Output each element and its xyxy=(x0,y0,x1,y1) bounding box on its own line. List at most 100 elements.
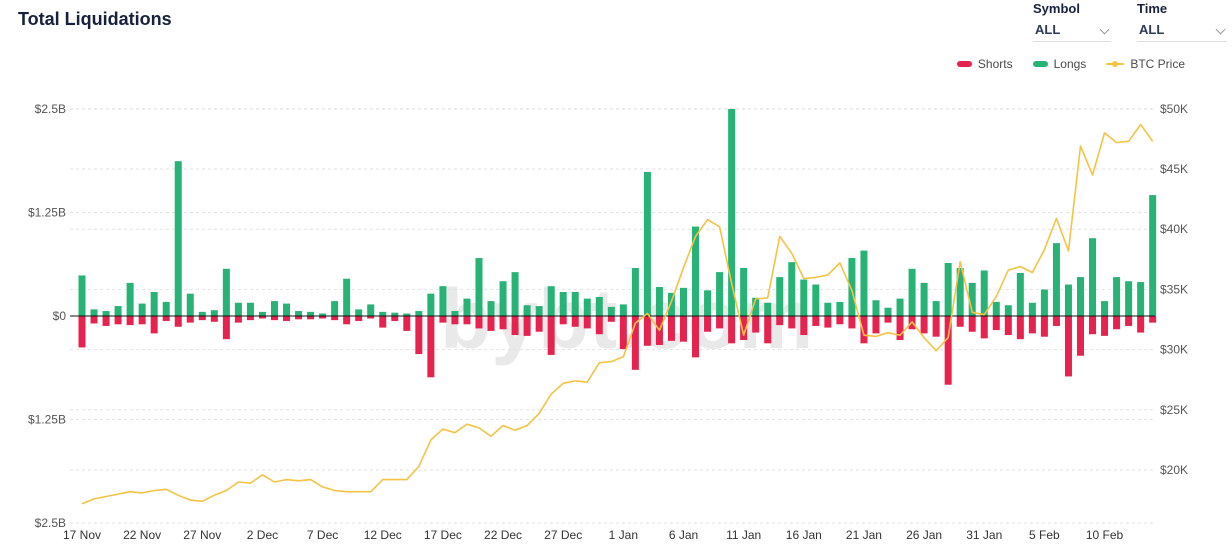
bar-long[interactable] xyxy=(1113,277,1121,316)
bar-long[interactable] xyxy=(800,279,808,316)
bar-long[interactable] xyxy=(920,282,928,316)
bar-long[interactable] xyxy=(270,301,278,316)
bar-short[interactable] xyxy=(463,316,471,325)
bar-long[interactable] xyxy=(1052,243,1060,316)
bar-long[interactable] xyxy=(896,298,904,316)
bar-long[interactable] xyxy=(535,306,543,316)
bar-short[interactable] xyxy=(680,316,687,342)
bar-long[interactable] xyxy=(391,312,399,316)
bar-short[interactable] xyxy=(980,316,988,339)
bar-short[interactable] xyxy=(102,316,110,326)
bar-long[interactable] xyxy=(607,306,615,316)
bar-short[interactable] xyxy=(78,316,86,348)
bar-long[interactable] xyxy=(427,293,435,316)
symbol-select[interactable]: ALL xyxy=(1033,16,1111,42)
bar-long[interactable] xyxy=(403,313,411,316)
bar-long[interactable] xyxy=(379,311,387,316)
time-select[interactable]: ALL xyxy=(1137,16,1227,42)
bar-short[interactable] xyxy=(583,316,591,329)
bar-short[interactable] xyxy=(535,316,543,332)
bar-long[interactable] xyxy=(319,313,327,316)
bar-short[interactable] xyxy=(1125,316,1133,326)
btc-price-line[interactable] xyxy=(81,123,1154,505)
bar-short[interactable] xyxy=(692,316,700,358)
bar-short[interactable] xyxy=(427,316,435,378)
bar-long[interactable] xyxy=(992,301,1000,316)
bar-long[interactable] xyxy=(258,311,266,316)
bar-short[interactable] xyxy=(246,316,254,321)
bar-short[interactable] xyxy=(511,316,519,336)
bar-short[interactable] xyxy=(1028,316,1036,334)
bar-short[interactable] xyxy=(391,316,399,321)
bar-short[interactable] xyxy=(860,316,868,344)
bar-short[interactable] xyxy=(415,316,423,355)
bar-long[interactable] xyxy=(511,272,519,316)
bar-long[interactable] xyxy=(463,298,471,316)
bar-long[interactable] xyxy=(114,306,122,316)
bar-long[interactable] xyxy=(499,281,507,316)
bar-long[interactable] xyxy=(1016,272,1024,316)
bar-short[interactable] xyxy=(920,316,928,334)
bar-long[interactable] xyxy=(1125,281,1133,316)
bar-long[interactable] xyxy=(547,286,555,316)
bar-short[interactable] xyxy=(487,316,495,331)
bar-long[interactable] xyxy=(595,296,603,316)
bar-short[interactable] xyxy=(499,316,507,330)
bar-long[interactable] xyxy=(1137,282,1145,316)
bar-long[interactable] xyxy=(90,309,98,316)
bar-long[interactable] xyxy=(619,304,627,316)
bar-short[interactable] xyxy=(992,316,1000,331)
bar-long[interactable] xyxy=(824,302,832,316)
bar-short[interactable] xyxy=(150,316,158,334)
bar-short[interactable] xyxy=(523,316,531,336)
bar-long[interactable] xyxy=(752,297,760,316)
bar-short[interactable] xyxy=(379,316,387,328)
bar-short[interactable] xyxy=(475,316,483,329)
bar-long[interactable] xyxy=(812,284,820,316)
bar-short[interactable] xyxy=(451,316,459,325)
bar-short[interactable] xyxy=(331,316,339,321)
bar-long[interactable] xyxy=(246,302,254,316)
bar-short[interactable] xyxy=(283,316,291,321)
bar-short[interactable] xyxy=(716,316,724,329)
bar-long[interactable] xyxy=(283,303,291,316)
bar-short[interactable] xyxy=(1089,316,1097,335)
bar-long[interactable] xyxy=(559,291,567,316)
bar-long[interactable] xyxy=(680,287,687,316)
bar-short[interactable] xyxy=(968,316,976,332)
bar-long[interactable] xyxy=(523,305,531,316)
bar-short[interactable] xyxy=(138,316,146,325)
bar-long[interactable] xyxy=(788,262,796,316)
bar-long[interactable] xyxy=(439,286,447,316)
bar-short[interactable] xyxy=(812,316,820,326)
bar-short[interactable] xyxy=(643,316,651,346)
bar-long[interactable] xyxy=(1101,301,1109,316)
bar-short[interactable] xyxy=(1113,316,1121,330)
bar-long[interactable] xyxy=(126,282,134,316)
legend-item-shorts[interactable]: Shorts xyxy=(956,57,1013,71)
bar-long[interactable] xyxy=(487,301,495,316)
bar-short[interactable] xyxy=(932,316,940,337)
bar-short[interactable] xyxy=(788,316,796,329)
bar-long[interactable] xyxy=(631,267,639,316)
bar-long[interactable] xyxy=(367,304,375,316)
bar-long[interactable] xyxy=(860,250,868,316)
bar-long[interactable] xyxy=(1040,289,1048,316)
bar-short[interactable] xyxy=(607,316,615,322)
bar-long[interactable] xyxy=(716,272,724,316)
bar-short[interactable] xyxy=(667,316,675,341)
bar-long[interactable] xyxy=(415,311,423,316)
bar-long[interactable] xyxy=(102,311,110,316)
bar-long[interactable] xyxy=(331,301,339,316)
bar-short[interactable] xyxy=(836,316,844,325)
bar-short[interactable] xyxy=(559,316,567,325)
bar-long[interactable] xyxy=(655,287,663,316)
bar-long[interactable] xyxy=(1149,195,1157,316)
bar-long[interactable] xyxy=(222,268,230,316)
bar-short[interactable] xyxy=(1076,316,1084,356)
bar-short[interactable] xyxy=(1016,316,1024,340)
bar-short[interactable] xyxy=(595,316,603,335)
bar-short[interactable] xyxy=(1149,316,1157,323)
bar-long[interactable] xyxy=(150,291,158,316)
